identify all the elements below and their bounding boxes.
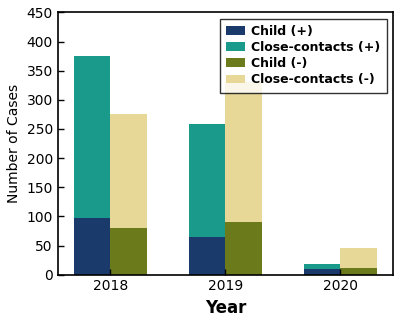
Bar — [340, 249, 377, 268]
Bar — [225, 82, 262, 222]
Bar — [340, 268, 377, 275]
Bar — [74, 218, 110, 275]
Bar — [189, 124, 225, 237]
Bar — [304, 269, 340, 275]
Bar — [110, 228, 147, 275]
Bar — [225, 222, 262, 275]
Bar — [74, 56, 110, 218]
Bar — [304, 264, 340, 269]
Y-axis label: Number of Cases: Number of Cases — [7, 84, 21, 203]
Legend: Child (+), Close-contacts (+), Child (-), Close-contacts (-): Child (+), Close-contacts (+), Child (-)… — [220, 19, 387, 93]
Bar — [110, 114, 147, 228]
X-axis label: Year: Year — [205, 299, 246, 317]
Bar — [189, 237, 225, 275]
